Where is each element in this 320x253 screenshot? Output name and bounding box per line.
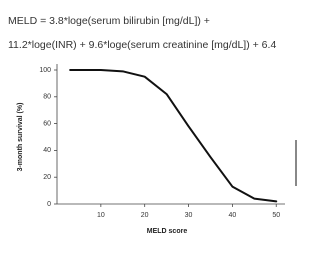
x-tick-label: 20 (141, 212, 149, 219)
y-axis-label: 3-month survival (%) (17, 103, 24, 172)
y-tick-label: 20 (43, 174, 51, 181)
x-tick-label: 50 (272, 212, 280, 219)
x-tick-label: 30 (185, 212, 193, 219)
formula-line: MELD = 3.8*loge(serum bilirubin [mg/dL])… (8, 15, 210, 27)
formula-line: 11.2*loge(INR) + 9.6*loge(serum creatini… (8, 39, 276, 51)
y-tick-label: 0 (47, 201, 51, 208)
y-tick-label: 60 (43, 120, 51, 127)
y-tick-label: 100 (39, 67, 51, 74)
y-tick-label: 80 (43, 94, 51, 101)
scrollbar[interactable] (295, 140, 297, 186)
survival-line (69, 69, 278, 203)
chart: MELD = 3.8*loge(serum bilirubin [mg/dL])… (8, 15, 297, 235)
y-tick-label: 40 (43, 147, 51, 154)
x-axis-label: MELD score (147, 228, 188, 235)
x-tick-label: 10 (97, 212, 105, 219)
x-tick-label: 40 (228, 212, 236, 219)
